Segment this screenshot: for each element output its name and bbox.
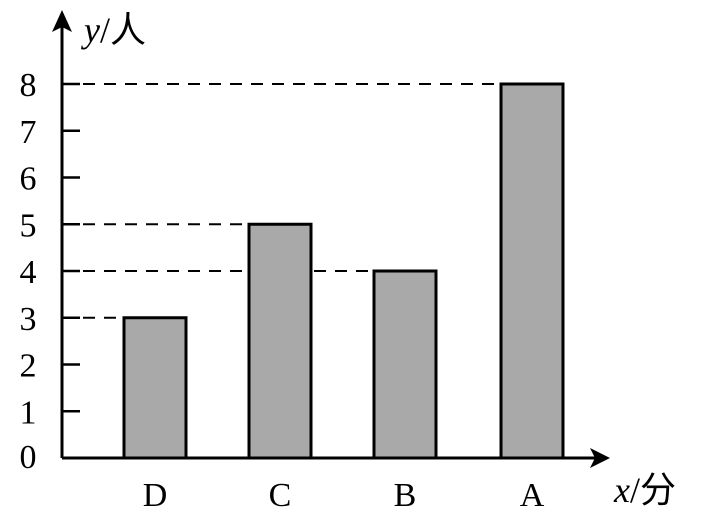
bar-D [122, 316, 188, 460]
y-axis-arrow [52, 10, 72, 32]
bar-A [499, 82, 565, 460]
y-tick-label: 1 [20, 394, 37, 431]
y-tick-label: 3 [20, 301, 37, 338]
y-tick-label: 8 [20, 67, 37, 104]
y-axis-label: y/人 [81, 10, 146, 50]
x-axis-arrow [590, 448, 610, 468]
y-tick-label: 7 [20, 114, 37, 151]
y-tick-label: 0 [20, 439, 37, 476]
bar-B [372, 269, 438, 460]
y-tick-label: 6 [20, 161, 37, 198]
bar-C [247, 222, 313, 460]
x-axis-label: x/分 [613, 470, 676, 510]
guide-lines [62, 83, 501, 319]
y-ticks: 0 1 2 3 4 5 6 7 8 [20, 67, 80, 476]
x-tick-label: D [143, 477, 168, 510]
axes [52, 10, 610, 468]
x-tick-label: A [520, 477, 545, 510]
y-tick-label: 2 [20, 348, 37, 385]
x-tick-label: C [269, 477, 292, 510]
y-tick-label: 4 [20, 254, 37, 291]
y-tick-label: 5 [20, 207, 37, 244]
x-tick-label: B [394, 477, 417, 510]
